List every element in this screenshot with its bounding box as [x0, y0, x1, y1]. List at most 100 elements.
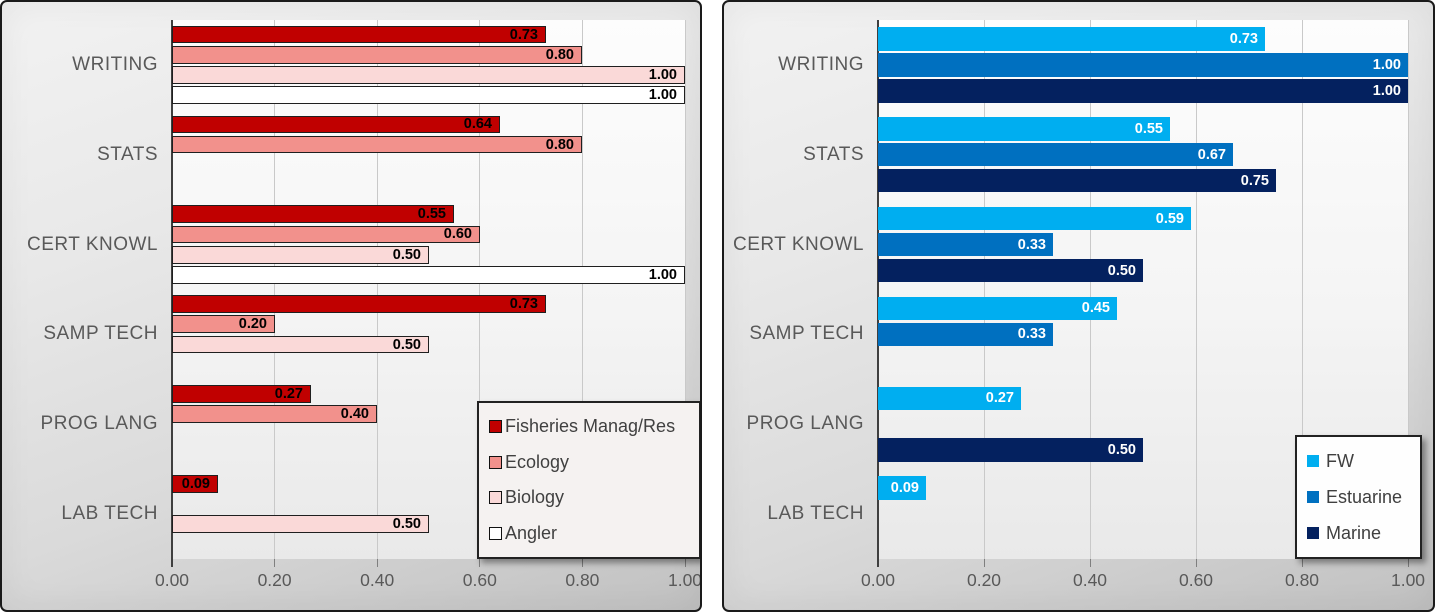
bar: 0.40 — [172, 405, 377, 423]
gridline — [1301, 20, 1303, 559]
legend-label: Ecology — [505, 451, 570, 472]
bar: 0.73 — [172, 25, 546, 44]
legend-label: Angler — [505, 522, 558, 543]
bar-value-label: 0.80 — [545, 136, 574, 153]
axis-tick-label: 0.20 — [257, 570, 292, 590]
bar: 1.00 — [878, 79, 1408, 103]
bar-value-label: 0.33 — [1017, 326, 1046, 343]
axis-tick-label: 0.60 — [462, 570, 497, 590]
bar: 0.45 — [878, 296, 1117, 321]
legend: FW Estuarine Marine — [1295, 435, 1422, 559]
category-label: PROG LANG — [40, 413, 158, 435]
bar: 0.33 — [878, 232, 1053, 257]
bar-value-label: 0.40 — [340, 406, 369, 423]
category-label: CERT KNOWL — [27, 233, 158, 255]
bar: 0.55 — [878, 117, 1170, 141]
legend-label: Biology — [505, 487, 565, 508]
gridline — [581, 20, 583, 559]
axis-tick — [274, 559, 276, 567]
bar-value-label: 0.50 — [1107, 442, 1136, 459]
bar-value-label: 0.45 — [1081, 300, 1110, 317]
category-label: STATS — [97, 143, 158, 165]
axis-tick-label: 0.80 — [565, 570, 600, 590]
category-label: LAB TECH — [767, 503, 864, 525]
bar-value-label: 0.75 — [1240, 172, 1269, 189]
left-chart-panel-red-series: 0.00 0.20 0.40 0.60 0.80 1.00 WRITING STATS CERT… — [0, 0, 702, 612]
axis-tick — [684, 559, 686, 567]
legend-swatch — [1307, 455, 1319, 467]
gridline — [684, 20, 686, 559]
bar: 0.75 — [878, 168, 1276, 193]
bar-value-label: 0.27 — [274, 385, 303, 402]
bar-value-label: 0.09 — [181, 475, 210, 492]
bar-value-label: 1.00 — [1372, 82, 1401, 99]
gridline — [983, 20, 985, 559]
legend-label: Fisheries Manag/Res — [505, 416, 676, 437]
legend: Fisheries Manag/Res Ecology Biology Angler — [477, 401, 700, 559]
legend-swatch — [489, 526, 502, 540]
bar: 0.67 — [878, 143, 1233, 167]
axis-tick — [376, 559, 378, 567]
bar-value-label: 0.27 — [985, 390, 1014, 407]
legend-item: Fisheries Manag/Res — [489, 416, 689, 437]
category-label: WRITING — [72, 53, 158, 75]
legend-item: Marine — [1307, 523, 1410, 544]
bar-value-label: 1.00 — [648, 67, 677, 84]
gridline — [376, 20, 378, 559]
axis-tick — [1195, 559, 1197, 567]
axis-tick-label: 0.40 — [360, 570, 395, 590]
y-axis-line — [877, 20, 879, 567]
bar-value-label: 0.55 — [1134, 120, 1163, 137]
bar: 0.09 — [172, 474, 218, 493]
gridline — [274, 20, 276, 559]
category-label: STATS — [803, 143, 864, 165]
bar: 1.00 — [172, 86, 685, 105]
bar: 0.55 — [172, 205, 454, 224]
bar-value-label: 0.73 — [509, 26, 538, 43]
bar: 0.33 — [878, 322, 1053, 347]
legend-label: Estuarine — [1326, 486, 1403, 507]
legend-item: Angler — [489, 523, 689, 544]
bar: 1.00 — [172, 266, 685, 284]
axis-tick — [1407, 559, 1409, 567]
category-label: SAMP TECH — [749, 323, 864, 345]
legend-swatch — [1307, 491, 1319, 503]
category-label: LAB TECH — [61, 503, 158, 525]
bar: 0.73 — [172, 295, 546, 313]
bar-value-label: 1.00 — [648, 266, 677, 283]
bar: 0.73 — [878, 27, 1265, 51]
axis-tick-label: 0.40 — [1072, 570, 1108, 590]
legend-swatch — [489, 491, 502, 505]
legend-swatch — [489, 420, 502, 434]
bar-value-label: 0.50 — [392, 246, 421, 263]
category-label: CERT KNOWL — [733, 233, 864, 255]
axis-tick — [1089, 559, 1091, 567]
axis-tick-label: 0.60 — [1178, 570, 1214, 590]
bar-value-label: 0.59 — [1155, 210, 1184, 227]
bar: 0.64 — [172, 115, 500, 134]
y-axis-line — [171, 20, 173, 567]
bar: 1.00 — [172, 66, 685, 84]
axis-tick-label: 0.00 — [860, 570, 896, 590]
gridline — [1195, 20, 1197, 559]
axis-tick-label: 0.20 — [966, 570, 1002, 590]
axis-tick-label: 0.80 — [1284, 570, 1320, 590]
bar: 0.80 — [172, 45, 582, 64]
legend-item: Estuarine — [1307, 487, 1410, 508]
bar: 0.80 — [172, 135, 582, 154]
bar-value-label: 0.50 — [392, 516, 421, 533]
bar-value-label: 0.67 — [1197, 146, 1226, 163]
gridline — [1407, 20, 1409, 559]
axis-tick — [581, 559, 583, 567]
bar: 0.50 — [172, 335, 429, 354]
bar-value-label: 0.33 — [1017, 236, 1046, 253]
category-label: PROG LANG — [746, 413, 864, 435]
bar: 0.50 — [878, 438, 1143, 462]
bar: 0.50 — [172, 245, 429, 264]
legend-label: FW — [1326, 450, 1354, 471]
bar: 0.27 — [172, 385, 311, 403]
bar: 0.59 — [878, 206, 1191, 231]
bar: 0.60 — [172, 225, 480, 244]
axis-tick-label: 1.00 — [667, 570, 702, 590]
